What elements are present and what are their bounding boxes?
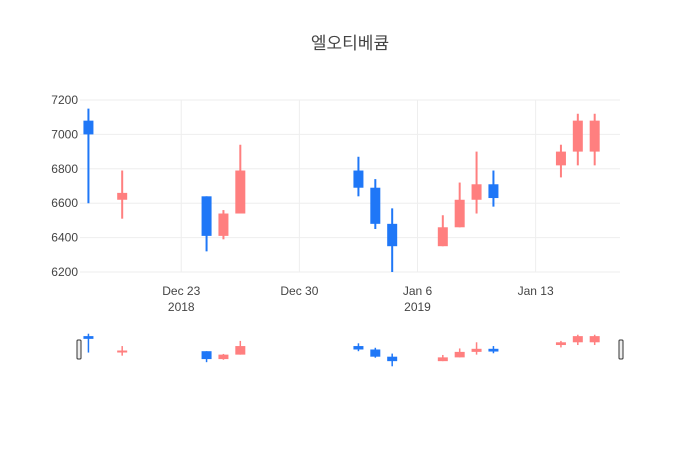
- candle-body: [387, 223, 398, 247]
- range-slider-left-handle[interactable]: [76, 339, 82, 360]
- candle-body: [235, 170, 246, 214]
- candle-body: [370, 187, 381, 224]
- y-tick-label: 7000: [51, 127, 78, 141]
- candles: [83, 108, 600, 272]
- y-tick-label: 6200: [51, 265, 78, 279]
- y-tick-label: 6600: [51, 196, 78, 210]
- candle-body: [437, 227, 448, 247]
- candle-body: [488, 184, 499, 199]
- candle-body: [117, 192, 128, 200]
- y-tick-label: 7200: [51, 93, 78, 107]
- candle-body: [555, 151, 566, 166]
- slider-candle-body: [235, 346, 246, 355]
- x-tick-year-label: 2018: [168, 300, 195, 314]
- slider-candle-body: [589, 336, 600, 343]
- range-slider-right-handle[interactable]: [618, 339, 624, 360]
- slider-candle-body: [201, 351, 212, 360]
- slider-candle-body: [555, 342, 566, 346]
- slider-candle-body: [218, 354, 229, 360]
- slider-candle-body: [454, 351, 465, 358]
- slider-candle-body: [370, 349, 381, 357]
- candle-body: [572, 120, 583, 152]
- x-tick-label: Dec 30: [280, 284, 318, 298]
- candle-body: [218, 213, 229, 236]
- x-tick-label: Jan 6: [403, 284, 433, 298]
- candle-body: [353, 170, 364, 188]
- slider-candle-body: [572, 336, 583, 343]
- candle-body: [83, 120, 94, 135]
- y-tick-label: 6800: [51, 162, 78, 176]
- candle-body: [201, 196, 212, 236]
- x-tick-year-label: 2019: [404, 300, 431, 314]
- grid: [80, 99, 620, 273]
- slider-candle-body: [488, 348, 499, 352]
- slider-candle-body: [83, 336, 94, 339]
- slider-candle-body: [387, 356, 398, 362]
- x-tick-label: Dec 23: [162, 284, 200, 298]
- x-axis: Dec 23 2018 Dec 30 Jan 6 2019 Jan 13: [162, 284, 554, 314]
- candle-body: [454, 199, 465, 228]
- candle-body: [589, 120, 600, 152]
- range-slider[interactable]: [76, 333, 624, 367]
- y-tick-label: 6400: [51, 231, 78, 245]
- y-axis: 6200 6400 6600 6800 7000 7200: [51, 93, 78, 279]
- x-tick-label: Jan 13: [518, 284, 554, 298]
- slider-candle-body: [353, 346, 364, 350]
- slider-candle-body: [437, 357, 448, 362]
- chart-title: 엘오티베큠: [311, 34, 389, 54]
- candle-body: [471, 184, 482, 200]
- slider-candle-body: [471, 348, 482, 352]
- slider-candle-body: [117, 350, 128, 353]
